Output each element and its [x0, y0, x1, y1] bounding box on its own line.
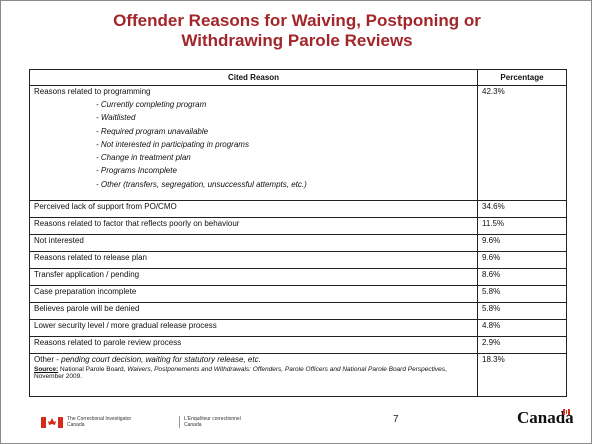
wordmark: Canada: [517, 408, 574, 427]
reason: Reasons related to parole review process: [29, 336, 478, 354]
org-en: The Correctional Investigator Canada: [67, 416, 131, 428]
source-text: National Parole Board,: [58, 366, 128, 373]
reason-line: Other - pending court decision, waiting …: [34, 355, 473, 364]
source-publication: Waivers, Postponements and Withdrawals: …: [127, 366, 445, 373]
org-fr-country: Canada: [184, 422, 202, 428]
reason: Lower security level / more gradual rele…: [29, 319, 478, 337]
title-wrap: Offender Reasons for Waiving, Postponing…: [1, 11, 592, 51]
org-en-country: Canada: [67, 422, 85, 428]
percentage: 5.8%: [477, 285, 567, 303]
reason: Reasons related to release plan: [29, 251, 478, 269]
percentage: 11.5%: [477, 217, 567, 235]
row: Reasons related to release plan 9.6%: [29, 251, 567, 269]
subitem: - Other (transfers, segregation, unsucce…: [96, 179, 307, 189]
percentage: 5.8%: [477, 302, 567, 320]
percentage: 9.6%: [477, 251, 567, 269]
source-label: Source:: [34, 366, 59, 373]
title: Offender Reasons for Waiving, Postponing…: [113, 11, 481, 50]
percentage: 4.8%: [477, 319, 567, 337]
row: Case preparation incomplete 5.8%: [29, 285, 567, 303]
header-row: Cited Reason Percentage: [29, 69, 567, 86]
reason: Believes parole will be denied: [29, 302, 478, 320]
percentage: 34.6%: [477, 200, 567, 218]
row: Lower security level / more gradual rele…: [29, 319, 567, 337]
reason-detail: pending court decision, waiting for stat…: [61, 355, 261, 364]
row: Transfer application / pending 8.6%: [29, 268, 567, 286]
reason: Reasons related to factor that reflects …: [29, 217, 478, 235]
percentage: 9.6%: [477, 234, 567, 252]
row: Other - pending court decision, waiting …: [29, 353, 567, 397]
org-en-name: The Correctional Investigator: [67, 416, 132, 422]
subitem: - Currently completing program: [96, 100, 207, 109]
cell: Other - pending court decision, waiting …: [29, 353, 478, 397]
subitem: - Required program unavailable: [96, 126, 209, 136]
page-number: 7: [393, 414, 399, 425]
reason: Transfer application / pending: [29, 268, 478, 286]
row: Believes parole will be denied 5.8%: [29, 302, 567, 320]
subitem: - Waitlisted: [96, 113, 136, 123]
org-fr-name: L'Enquêteur correctionnel: [184, 416, 241, 422]
flag-icon: [41, 417, 63, 428]
row: Perceived lack of support from PO/CMO 34.…: [29, 200, 567, 218]
row: Not interested 9.6%: [29, 234, 567, 252]
percentage: 42.3%: [477, 85, 567, 201]
reason: Reasons related to programming: [34, 87, 151, 96]
subitem: - Not interested in participating in pro…: [96, 139, 249, 149]
header: Cited Reason: [29, 69, 478, 86]
reason: Case preparation incomplete: [29, 285, 478, 303]
subitem: - Change in treatment plan: [96, 153, 191, 163]
subitem: - Programs Incomplete: [96, 166, 177, 176]
reason: Other -: [34, 355, 62, 364]
percentage: 2.9%: [477, 336, 567, 354]
percentage: 18.3%: [477, 353, 567, 397]
table: Cited Reason Percentage Reasons related …: [29, 69, 567, 397]
reason: Perceived lack of support from PO/CMO: [29, 200, 478, 218]
row: Reasons related to factor that reflects …: [29, 217, 567, 235]
source-date: , November 2009.: [34, 366, 447, 380]
wordmark-flag: [563, 409, 570, 415]
subitems: - Currently completing program - Waitlis…: [34, 98, 473, 191]
source: Source: National Parole Board, Waivers, …: [34, 366, 473, 380]
header: Percentage: [477, 69, 567, 86]
row: Reasons related to parole review process…: [29, 336, 567, 354]
percentage: 8.6%: [477, 268, 567, 286]
org-fr: L'Enquêteur correctionnel Canada: [179, 416, 241, 428]
cell: Reasons related to programming - Current…: [29, 85, 478, 201]
row: Reasons related to programming - Current…: [29, 85, 567, 201]
reason: Not interested: [29, 234, 478, 252]
